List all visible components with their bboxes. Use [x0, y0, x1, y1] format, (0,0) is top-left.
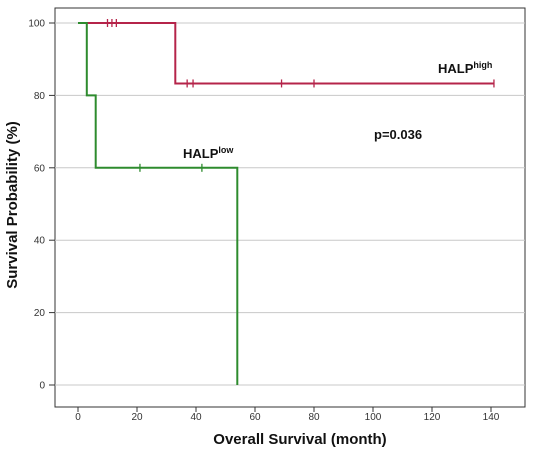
- x-tick-label: 20: [131, 412, 143, 423]
- series-label-high-sup: high: [473, 60, 492, 70]
- x-ticks: 0 20 40 60 80 100 120 140: [75, 407, 500, 423]
- series-line-high: [78, 22, 494, 85]
- y-tick-label: 20: [34, 308, 46, 319]
- x-tick-label: 0: [75, 412, 81, 423]
- y-tick-label: 0: [39, 381, 45, 392]
- x-tick-label: 140: [483, 412, 500, 423]
- x-tick-label: 40: [190, 412, 202, 423]
- p-value-annotation: p=0.036: [374, 127, 422, 142]
- y-tick-label: 40: [34, 236, 46, 247]
- series-label-low-base: HALP: [183, 146, 219, 161]
- series-line-low: [78, 22, 239, 385]
- x-tick-label: 60: [249, 412, 261, 423]
- x-tick-label: 120: [424, 412, 441, 423]
- plot-frame: [54, 7, 526, 408]
- x-tick-label: 80: [308, 412, 320, 423]
- y-tick-label: 80: [34, 91, 46, 102]
- series-label-low-sup: low: [218, 145, 234, 155]
- grid-lines: [55, 22, 525, 386]
- series-label-high-base: HALP: [438, 61, 474, 76]
- y-axis-title: Survival Probability (%): [4, 121, 21, 289]
- y-tick-label: 100: [28, 19, 45, 30]
- series-label-low: HALPlow: [183, 145, 234, 161]
- series-lines: [78, 22, 494, 385]
- y-tick-label: 60: [34, 163, 46, 174]
- x-axis-title: Overall Survival (month): [213, 431, 386, 448]
- x-tick-label: 100: [365, 412, 382, 423]
- series-label-high: HALPhigh: [438, 60, 492, 76]
- censor-marks: [106, 19, 495, 172]
- y-ticks: 0 20 40 60 80 100: [28, 19, 55, 392]
